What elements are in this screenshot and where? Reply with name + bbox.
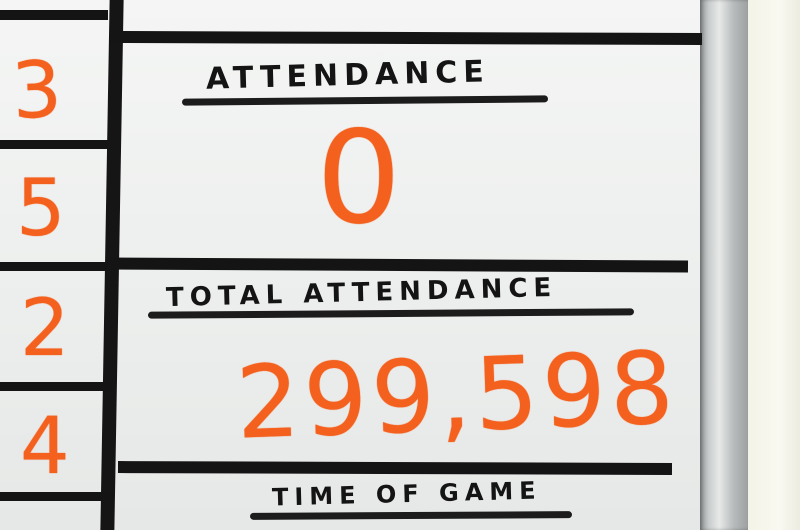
tape-line-left-2 [0, 262, 108, 271]
left-number-1: 3 [9, 44, 64, 138]
left-number-3: 2 [20, 284, 70, 374]
left-number-4: 4 [20, 402, 70, 492]
attendance-value: 0 [315, 104, 402, 253]
tape-line-top-left [0, 10, 108, 20]
tape-line-left-3 [0, 382, 112, 391]
wall [748, 0, 800, 530]
attendance-heading: ATTENDANCE [205, 54, 491, 97]
tape-line-left-4 [0, 492, 114, 501]
tape-line-left-1 [0, 140, 108, 149]
tape-line-1 [109, 30, 703, 46]
tape-line-3 [117, 461, 673, 475]
left-number-2: 5 [16, 164, 66, 254]
aluminum-frame [700, 0, 748, 530]
total-attendance-value: 299,598 [234, 329, 680, 462]
